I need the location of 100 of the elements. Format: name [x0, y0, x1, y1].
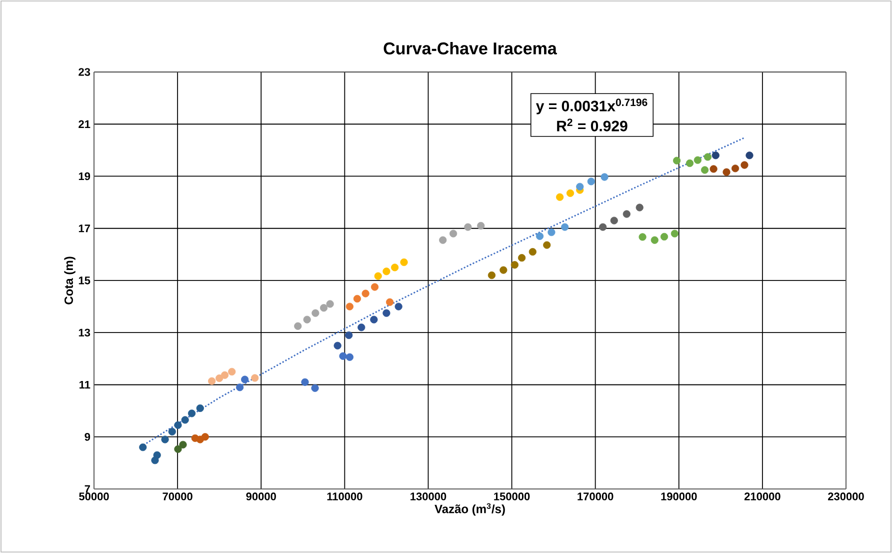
point: [400, 258, 408, 266]
x-tick-label: 110000: [327, 492, 362, 500]
point: [556, 193, 564, 201]
point: [610, 216, 618, 224]
point: [686, 159, 694, 168]
point: [228, 368, 236, 376]
point: [208, 377, 216, 385]
point: [161, 436, 169, 444]
point: [722, 168, 730, 176]
point: [345, 331, 353, 340]
point: [139, 443, 147, 452]
point: [346, 353, 354, 361]
point: [153, 451, 161, 459]
point: [740, 161, 748, 169]
point: [746, 152, 754, 160]
x-tick-label: 130000: [410, 492, 446, 500]
point: [561, 223, 569, 231]
y-tick-label: 17: [78, 224, 90, 232]
point: [638, 233, 646, 241]
point: [536, 232, 544, 240]
point: [488, 271, 496, 280]
annotation: R$^{2}$ = 0.929: [557, 118, 628, 132]
point: [660, 232, 668, 241]
point: [370, 283, 379, 291]
point: [500, 266, 508, 274]
y-axis-title: Cota (m): [64, 256, 76, 304]
point: [650, 236, 658, 244]
y-tick-label: 21: [78, 120, 90, 128]
point: [241, 376, 249, 384]
point: [449, 230, 458, 238]
point: [391, 264, 399, 272]
x-tick-label: 90000: [246, 492, 276, 500]
point: [599, 223, 607, 231]
point: [174, 421, 182, 429]
point: [346, 302, 354, 310]
point: [587, 178, 595, 186]
point: [710, 165, 718, 173]
x-tick-label: 210000: [744, 492, 780, 500]
y-tick-label: 19: [78, 172, 90, 180]
point: [576, 182, 584, 190]
point: [636, 204, 644, 212]
point: [382, 268, 390, 276]
point: [168, 428, 176, 436]
point: [196, 404, 204, 412]
point: [236, 384, 244, 392]
point: [312, 309, 320, 317]
x-tick-label: 230000: [828, 492, 864, 500]
annotation: y = 0.0031x$^{0.7196}$: [536, 98, 648, 114]
point: [320, 304, 328, 312]
point: [353, 294, 362, 303]
point: [362, 290, 370, 298]
point: [670, 230, 679, 238]
point: [528, 248, 536, 256]
point: [731, 164, 740, 172]
point: [548, 228, 556, 236]
point: [704, 153, 712, 161]
point: [394, 302, 402, 310]
x-tick-label: 170000: [578, 492, 614, 500]
y-tick-label: 15: [78, 276, 90, 284]
point: [179, 440, 187, 448]
point: [510, 261, 519, 269]
point: [382, 309, 390, 317]
point: [439, 236, 447, 244]
point: [188, 410, 196, 418]
point: [622, 210, 630, 218]
point: [174, 445, 182, 453]
point: [339, 352, 347, 360]
x-axis-title: Vazão (m$^{3}$/s): [434, 503, 505, 516]
point: [311, 384, 319, 392]
point: [694, 156, 702, 164]
point: [566, 189, 574, 197]
point: [700, 166, 709, 174]
point: [220, 371, 229, 379]
point: [201, 433, 209, 441]
y-tick-label: 11: [80, 380, 90, 389]
point: [386, 298, 394, 306]
y-tick-label: 7: [84, 485, 90, 493]
point: [326, 300, 334, 308]
chart-title: Curva-Chave Iracema: [384, 42, 558, 54]
point: [251, 374, 259, 382]
point: [370, 316, 378, 324]
point: [600, 173, 608, 181]
point: [673, 156, 681, 164]
y-tick-label: 13: [78, 328, 90, 337]
point: [464, 223, 472, 231]
y-tick-label: 23: [78, 68, 90, 76]
point: [216, 374, 224, 382]
point: [301, 378, 309, 386]
point: [374, 272, 382, 280]
point: [358, 324, 366, 332]
point: [543, 241, 551, 249]
x-tick-label: 50000: [79, 492, 109, 500]
point: [294, 322, 302, 330]
point: [334, 342, 342, 350]
point: [181, 416, 189, 424]
x-tick-label: 70000: [162, 492, 192, 500]
x-tick-label: 190000: [661, 492, 697, 500]
point: [518, 254, 526, 262]
point: [303, 316, 311, 324]
y-tick-label: 9: [84, 432, 90, 441]
